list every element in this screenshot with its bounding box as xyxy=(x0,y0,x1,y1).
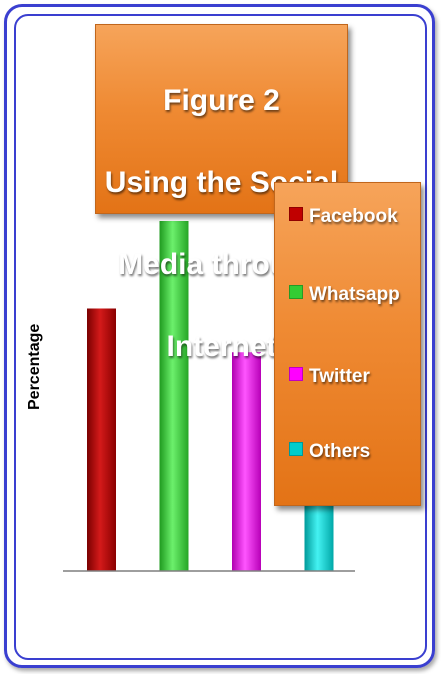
chart-legend: Facebook Whatsapp Twitter Others xyxy=(274,182,421,506)
legend-swatch-others xyxy=(289,442,303,456)
legend-label-twitter: Twitter xyxy=(309,366,370,387)
legend-swatch-facebook xyxy=(289,207,303,221)
y-axis-label: Percentage xyxy=(26,323,43,410)
bar-facebook xyxy=(87,308,116,571)
legend-swatch-whatsapp xyxy=(289,285,303,299)
chart-outer-frame xyxy=(4,4,435,668)
chart-title-line-4: Internet xyxy=(166,330,277,363)
legend-swatch-twitter xyxy=(289,367,303,381)
chart-title: Figure 2 Using the Social Media through … xyxy=(96,39,347,408)
chart-title-line-1: Figure 2 xyxy=(163,84,280,117)
bar-twitter xyxy=(232,352,261,571)
legend-label-facebook: Facebook xyxy=(309,206,398,227)
legend-label-others: Others xyxy=(309,441,371,462)
legend-label-whatsapp: Whatsapp xyxy=(309,284,400,305)
bar-whatsapp xyxy=(159,221,189,571)
